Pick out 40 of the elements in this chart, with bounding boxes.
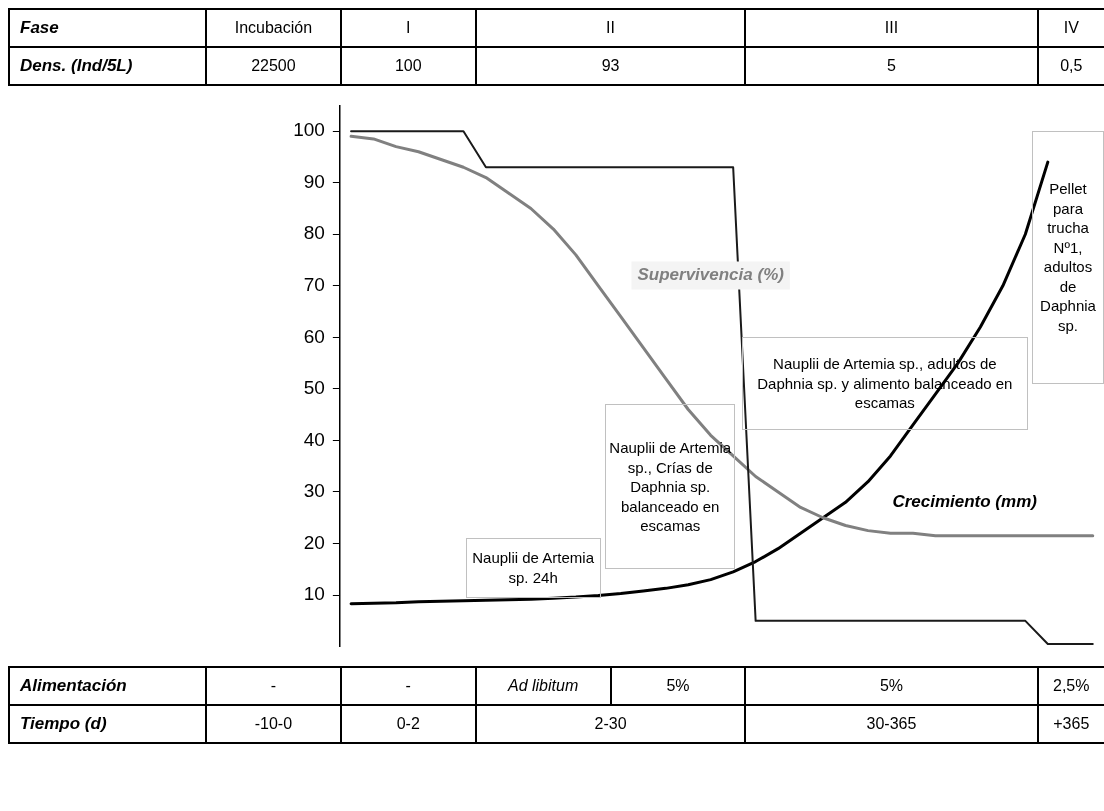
- text: +365: [1036, 706, 1104, 742]
- text: -: [339, 668, 475, 704]
- annotation: Nauplii de Artemia sp., Crías de Daphnia sp. balanceado en escamas: [605, 404, 736, 570]
- text: Fase: [8, 10, 205, 46]
- text: 5%: [744, 668, 1037, 704]
- text: Dens. (Ind/5L): [8, 48, 205, 84]
- y-tick-label: 30: [303, 480, 325, 502]
- y-tick-label: 60: [303, 325, 325, 347]
- text: Incubación: [205, 10, 340, 46]
- text: Ad libitum: [474, 668, 610, 704]
- text: II: [474, 10, 745, 46]
- text: 30-365: [744, 706, 1037, 742]
- annotation: Pellet para trucha Nº1, adultos de Daphnia sp.: [1032, 131, 1104, 384]
- y-tick-label: 70: [303, 274, 325, 296]
- text: IV: [1036, 10, 1104, 46]
- text: 0,5: [1036, 48, 1104, 84]
- text: 2,5%: [1036, 668, 1104, 704]
- text: Tiempo (d): [8, 706, 205, 742]
- text: 5%: [609, 668, 745, 704]
- y-tick-label: 20: [303, 531, 325, 553]
- y-tick-label: 100: [293, 119, 325, 141]
- text: I: [339, 10, 475, 46]
- y-tick-label: 10: [303, 583, 325, 605]
- y-tick-label: 40: [303, 428, 325, 450]
- y-tick-label: 90: [303, 170, 325, 192]
- text: 0-2: [339, 706, 475, 742]
- text: 22500: [205, 48, 340, 84]
- text: 5: [744, 48, 1037, 84]
- text: -10-0: [205, 706, 340, 742]
- text: -: [205, 668, 340, 704]
- text: III: [744, 10, 1037, 46]
- series-label: Supervivencia (%): [637, 265, 785, 285]
- annotation: Nauplii de Artemia sp. 24h: [465, 538, 601, 598]
- y-tick-label: 80: [303, 222, 325, 244]
- series-label: Crecimiento (mm): [892, 491, 1038, 511]
- text: 100: [339, 48, 475, 84]
- text: Alimentación: [8, 668, 205, 704]
- y-tick-label: 50: [303, 377, 325, 399]
- text: 93: [474, 48, 745, 84]
- text: 2-30: [474, 706, 745, 742]
